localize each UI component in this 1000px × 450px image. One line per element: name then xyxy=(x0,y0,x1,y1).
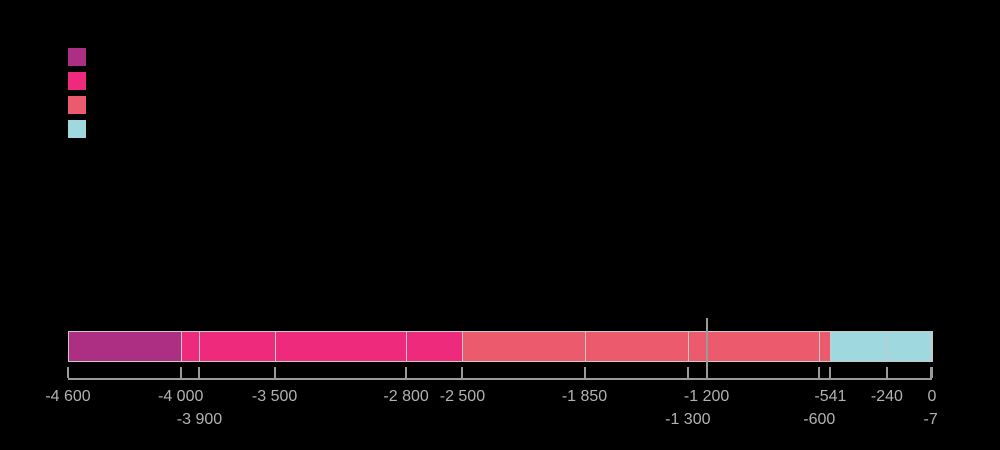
bar-segment[interactable] xyxy=(930,331,933,362)
bar-segment[interactable] xyxy=(180,331,200,362)
bar-segment[interactable] xyxy=(406,331,463,362)
x-axis-tick-label: -1 850 xyxy=(561,388,608,405)
stacked-timeline-bar[interactable] xyxy=(68,331,933,362)
x-axis-tick-label: -4 600 xyxy=(45,388,91,405)
bar-segment[interactable] xyxy=(462,331,585,362)
x-axis-tick-label: -3 500 xyxy=(251,388,298,405)
x-axis-tick xyxy=(686,367,689,378)
legend-item[interactable] xyxy=(68,117,368,141)
x-axis-tick-label: -240 xyxy=(870,388,903,405)
x-axis-tick xyxy=(67,367,69,378)
bar-segment[interactable] xyxy=(687,331,707,362)
x-axis-tick-label: -1 300 xyxy=(665,411,711,428)
legend-swatch-series-1 xyxy=(68,48,86,66)
legend-swatch-series-2 xyxy=(68,72,86,90)
legend-item[interactable] xyxy=(68,93,368,117)
x-axis-tick xyxy=(931,367,933,378)
bar-segment[interactable] xyxy=(706,331,820,362)
bar-segment[interactable] xyxy=(819,331,831,362)
x-axis-tick xyxy=(461,367,464,378)
value-marker-line xyxy=(705,318,708,380)
x-axis-tick-label: -600 xyxy=(803,411,836,428)
x-axis-tick-label: -4 000 xyxy=(158,388,204,405)
x-axis-tick-label: -7 xyxy=(923,411,938,428)
legend-swatch-series-4 xyxy=(68,120,86,138)
x-axis-tick-label: -2 500 xyxy=(439,388,486,405)
bar-segment[interactable] xyxy=(584,331,688,362)
legend-swatch-series-3 xyxy=(68,96,86,114)
legend-item[interactable] xyxy=(68,45,368,69)
x-axis-tick-label: -3 900 xyxy=(176,411,223,428)
x-axis-tick xyxy=(829,367,832,378)
x-axis-line xyxy=(68,378,932,380)
x-axis-tick xyxy=(179,367,182,378)
x-axis-tick xyxy=(405,367,408,378)
x-axis-tick xyxy=(929,367,932,378)
x-axis-tick-label: -2 800 xyxy=(383,388,429,405)
bar-segment[interactable] xyxy=(830,331,887,362)
x-axis-tick xyxy=(198,367,201,378)
x-axis-tick-label: -1 200 xyxy=(683,388,730,405)
bar-segment[interactable] xyxy=(886,331,931,362)
x-axis-tick xyxy=(885,367,888,378)
bar-segment[interactable] xyxy=(199,331,275,362)
x-axis-tick xyxy=(583,367,586,378)
x-axis-tick-label: 0 xyxy=(927,388,937,405)
bar-segment[interactable] xyxy=(68,331,181,362)
legend-item[interactable] xyxy=(68,69,368,93)
x-axis-tick xyxy=(273,367,276,378)
x-axis-tick-label: -541 xyxy=(814,388,847,405)
chart-legend xyxy=(68,45,368,141)
x-axis-tick xyxy=(818,367,821,378)
bar-segment[interactable] xyxy=(274,331,407,362)
